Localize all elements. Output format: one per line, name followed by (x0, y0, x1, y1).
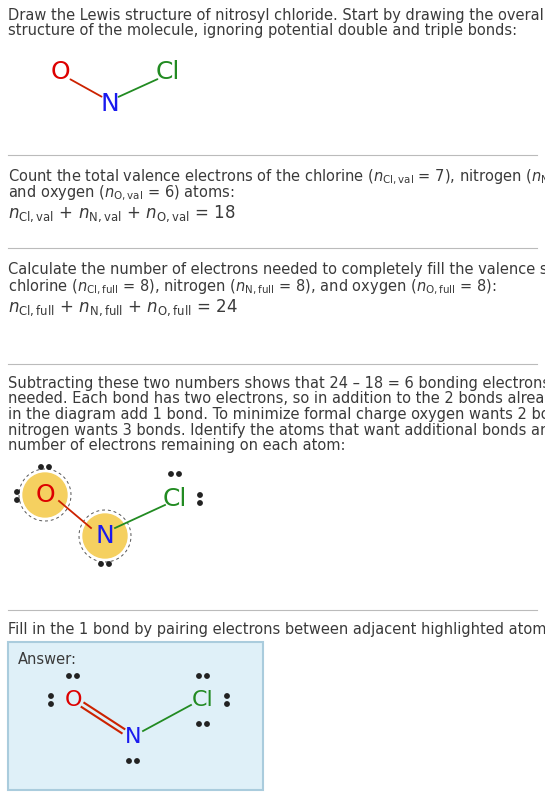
Text: O: O (50, 60, 70, 84)
Circle shape (198, 501, 202, 505)
Circle shape (127, 759, 131, 763)
Circle shape (39, 464, 43, 469)
FancyBboxPatch shape (8, 642, 263, 790)
Circle shape (177, 472, 181, 476)
Text: Cl: Cl (156, 60, 180, 84)
Text: Draw the Lewis structure of nitrosyl chloride. Start by drawing the overall: Draw the Lewis structure of nitrosyl chl… (8, 8, 545, 23)
Text: Cl: Cl (192, 690, 214, 710)
Text: needed. Each bond has two electrons, so in addition to the 2 bonds already prese: needed. Each bond has two electrons, so … (8, 392, 545, 406)
Circle shape (23, 473, 67, 517)
Text: structure of the molecule, ignoring potential double and triple bonds:: structure of the molecule, ignoring pote… (8, 23, 517, 38)
Text: Fill in the 1 bond by pairing electrons between adjacent highlighted atoms:: Fill in the 1 bond by pairing electrons … (8, 622, 545, 637)
Text: and oxygen ($n_{\mathrm{O,val}}$ = 6) atoms:: and oxygen ($n_{\mathrm{O,val}}$ = 6) at… (8, 184, 234, 203)
Text: Subtracting these two numbers shows that 24 – 18 = 6 bonding electrons are: Subtracting these two numbers shows that… (8, 376, 545, 391)
Circle shape (15, 498, 19, 502)
Text: N: N (101, 92, 119, 116)
Circle shape (225, 693, 229, 698)
Circle shape (67, 674, 71, 678)
Text: $n_{\mathrm{Cl,val}}$ + $n_{\mathrm{N,val}}$ + $n_{\mathrm{O,val}}$ = 18: $n_{\mathrm{Cl,val}}$ + $n_{\mathrm{N,va… (8, 203, 235, 223)
Text: O: O (35, 483, 55, 507)
Circle shape (169, 472, 173, 476)
Text: Count the total valence electrons of the chlorine ($n_{\mathrm{Cl,val}}$ = 7), n: Count the total valence electrons of the… (8, 168, 545, 188)
Circle shape (197, 674, 201, 678)
Text: Calculate the number of electrons needed to completely fill the valence shells f: Calculate the number of electrons needed… (8, 262, 545, 277)
Text: $n_{\mathrm{Cl,full}}$ + $n_{\mathrm{N,full}}$ + $n_{\mathrm{O,full}}$ = 24: $n_{\mathrm{Cl,full}}$ + $n_{\mathrm{N,f… (8, 297, 238, 318)
Text: Cl: Cl (163, 487, 187, 511)
Circle shape (47, 464, 51, 469)
Text: chlorine ($n_{\mathrm{Cl,full}}$ = 8), nitrogen ($n_{\mathrm{N,full}}$ = 8), and: chlorine ($n_{\mathrm{Cl,full}}$ = 8), n… (8, 278, 496, 297)
Circle shape (198, 493, 202, 497)
Text: in the diagram add 1 bond. To minimize formal charge oxygen wants 2 bonds and: in the diagram add 1 bond. To minimize f… (8, 407, 545, 422)
Circle shape (205, 674, 209, 678)
Text: Answer:: Answer: (18, 652, 77, 667)
Circle shape (75, 674, 79, 678)
Circle shape (49, 701, 53, 706)
Text: nitrogen wants 3 bonds. Identify the atoms that want additional bonds and the: nitrogen wants 3 bonds. Identify the ato… (8, 422, 545, 437)
Text: number of electrons remaining on each atom:: number of electrons remaining on each at… (8, 438, 346, 453)
Circle shape (49, 693, 53, 698)
Circle shape (225, 701, 229, 706)
Circle shape (135, 759, 139, 763)
Circle shape (83, 514, 127, 558)
Circle shape (205, 722, 209, 726)
Circle shape (197, 722, 201, 726)
Circle shape (15, 490, 19, 494)
Text: N: N (125, 727, 141, 747)
Circle shape (107, 562, 111, 567)
Text: O: O (64, 690, 82, 710)
Text: N: N (95, 524, 114, 548)
Circle shape (99, 562, 103, 567)
